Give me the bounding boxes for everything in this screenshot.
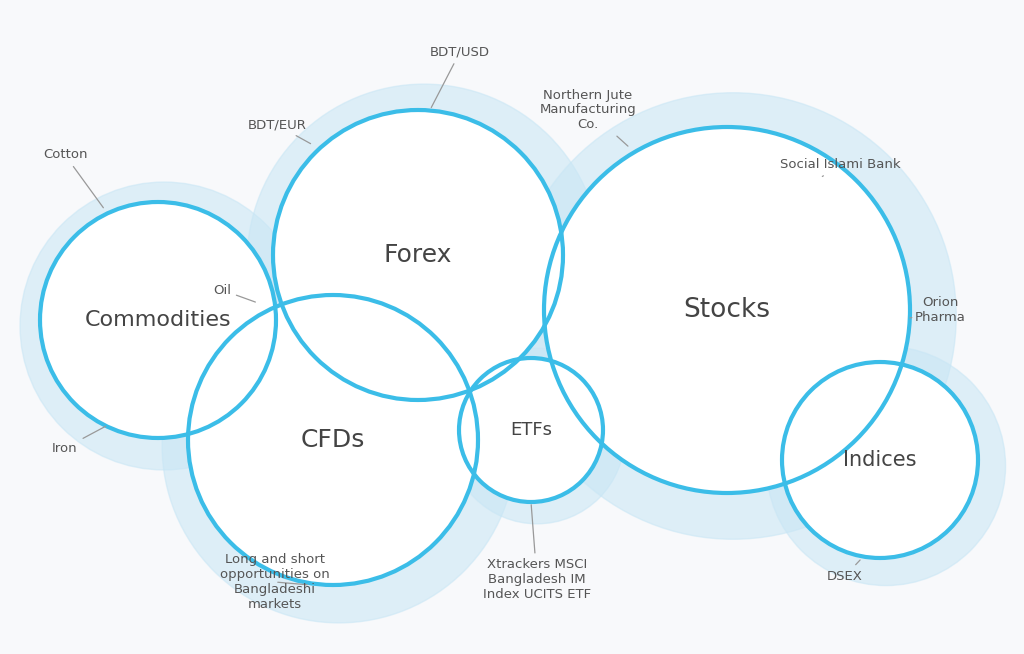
Text: Oil: Oil <box>213 283 255 302</box>
Circle shape <box>188 295 478 585</box>
Circle shape <box>766 347 1006 585</box>
Text: Forex: Forex <box>384 243 453 267</box>
Circle shape <box>247 84 601 438</box>
Text: BDT/USD: BDT/USD <box>430 46 490 107</box>
Text: Orion
Pharma: Orion Pharma <box>910 296 966 324</box>
Circle shape <box>459 358 603 502</box>
Text: DSEX: DSEX <box>827 560 863 583</box>
Text: BDT/EUR: BDT/EUR <box>248 118 310 144</box>
Text: Long and short
opportunities on
Bangladeshi
markets: Long and short opportunities on Banglade… <box>220 553 330 611</box>
Text: Social Islami Bank: Social Islami Bank <box>779 158 900 177</box>
Text: Northern Jute
Manufacturing
Co.: Northern Jute Manufacturing Co. <box>540 88 636 146</box>
Text: Cotton: Cotton <box>43 148 103 208</box>
Text: ETFs: ETFs <box>510 421 552 439</box>
Text: Iron: Iron <box>52 426 105 455</box>
Circle shape <box>782 362 978 558</box>
Text: Stocks: Stocks <box>683 297 770 323</box>
Circle shape <box>273 110 563 400</box>
Text: Xtrackers MSCI
Bangladesh IM
Index UCITS ETF: Xtrackers MSCI Bangladesh IM Index UCITS… <box>483 505 591 602</box>
Text: Commodities: Commodities <box>85 310 231 330</box>
Circle shape <box>40 202 276 438</box>
Circle shape <box>20 182 308 470</box>
Circle shape <box>510 93 956 540</box>
Text: CFDs: CFDs <box>301 428 366 452</box>
Text: Indices: Indices <box>843 450 916 470</box>
Circle shape <box>450 348 625 524</box>
Circle shape <box>544 127 910 493</box>
Circle shape <box>162 269 516 623</box>
